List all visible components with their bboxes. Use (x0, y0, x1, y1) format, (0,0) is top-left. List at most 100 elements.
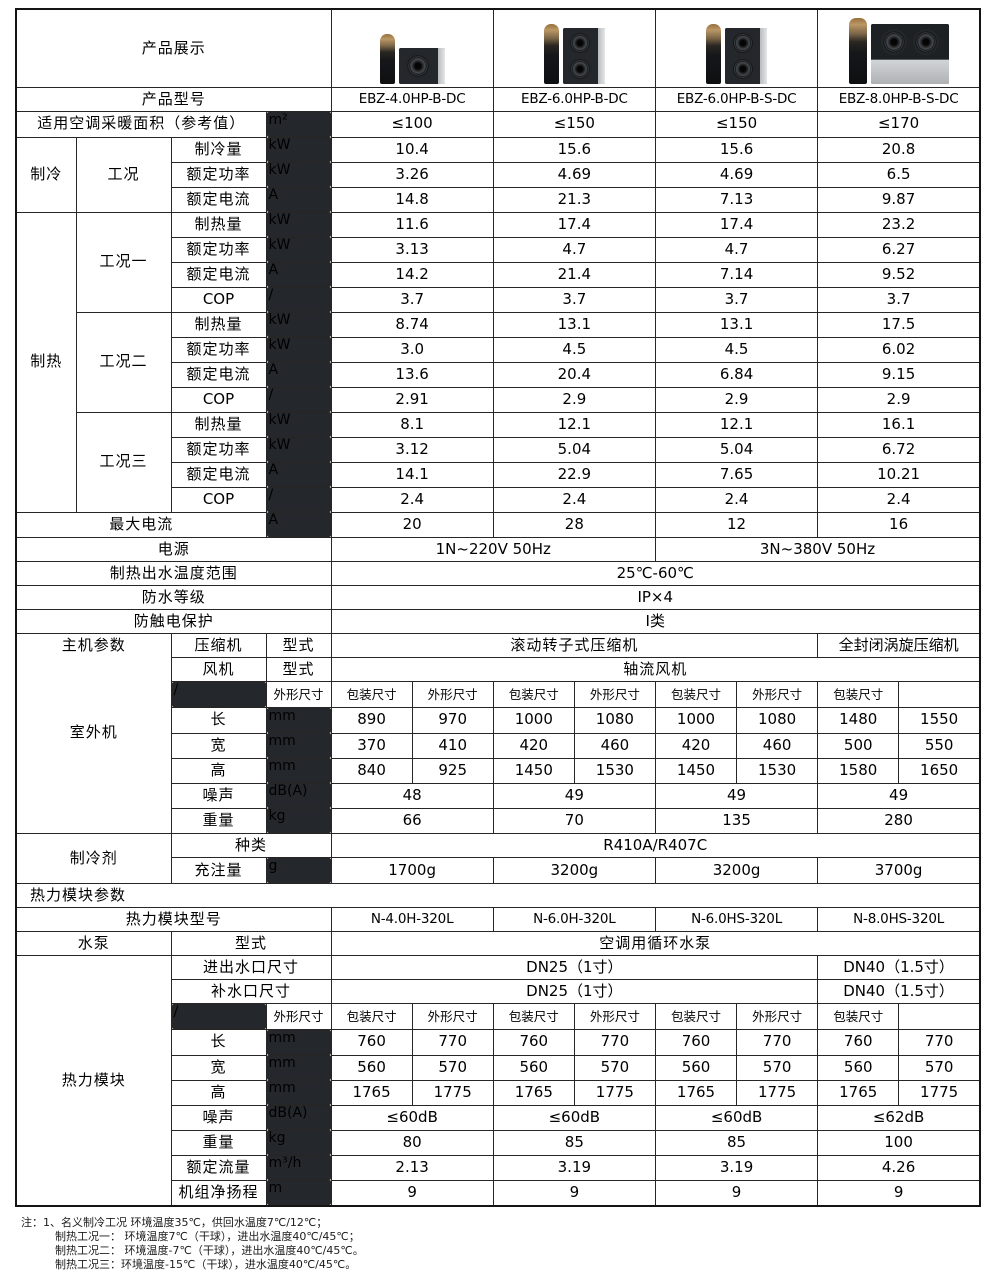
spec-cell: 型式 (265, 633, 332, 658)
spec-cell: 包装尺寸 (492, 681, 575, 708)
spec-cell: 1775 (898, 1079, 981, 1106)
fan-panel (870, 24, 949, 59)
spec-cell: COP (170, 486, 267, 513)
spec-cell: 1450 (492, 757, 575, 784)
spec-cell: 1080 (573, 707, 656, 734)
makeup-water-size: DN25（1寸） (330, 979, 819, 1004)
spec-cell: kW (266, 312, 331, 337)
spec-cell: g (266, 858, 331, 883)
spec-cell: / (266, 487, 331, 512)
spec-cell: 85 (492, 1129, 656, 1156)
spec-cell: 长 (170, 707, 267, 734)
waterproof-rating-label: 防水等级 (15, 585, 332, 610)
spec-cell: ≤150 (492, 111, 656, 138)
power-supply-label: 电源 (15, 537, 332, 562)
spec-cell: mm (266, 708, 331, 733)
tower-unit-icon (848, 18, 867, 84)
spec-cell: 70 (492, 807, 656, 834)
spec-cell: 420 (492, 732, 575, 759)
spec-cell: 充注量 (170, 857, 267, 884)
main-params-text: 主机参数 (61, 635, 126, 654)
spec-cell: 80 (330, 1129, 494, 1156)
spec-cell: 1775 (411, 1079, 494, 1106)
spec-cell: 5.04 (492, 436, 656, 463)
spec-cell: 760 (654, 1029, 738, 1056)
spec-cell: 9.87 (817, 186, 981, 213)
spec-cell: 3.26 (330, 161, 494, 188)
refrigerant-label: 制冷剂 (15, 833, 172, 884)
spec-cell: 770 (573, 1029, 656, 1056)
spec-cell: 工况二 (75, 311, 172, 413)
spec-cell: 2.4 (330, 486, 494, 513)
model-3: EBZ-6.0HP-B-S-DC (654, 87, 819, 112)
spec-cell: 包装尺寸 (654, 1003, 738, 1030)
footnotes: 注：1、名义制冷工况 环境温度35℃，供回水温度7℃/12℃； 制热工况一： 环… (18, 1216, 996, 1272)
outdoor-unit-icon (870, 24, 949, 84)
spec-cell: kg (266, 1130, 331, 1155)
spec-cell: 17.5 (817, 311, 981, 338)
spec-cell: 7.13 (654, 186, 819, 213)
spec-cell: 13.6 (330, 361, 494, 388)
spec-cell: 外形尺寸 (411, 681, 494, 708)
spec-cell: 48 (330, 782, 494, 809)
spec-cell: 7.65 (654, 461, 819, 488)
spec-cell: 3700g (817, 857, 981, 884)
product-image-4 (817, 8, 981, 88)
spec-cell: 20 (330, 511, 494, 538)
spec-cell: 1580 (817, 757, 900, 784)
spec-cell: 760 (330, 1029, 413, 1056)
spec-cell: mm (266, 1055, 331, 1080)
spec-cell: 12.1 (492, 411, 656, 438)
spec-cell: 重量 (170, 1129, 267, 1156)
tower-unit-icon (379, 34, 395, 84)
spec-cell: ≤170 (817, 111, 981, 138)
spec-cell: mm (266, 733, 331, 758)
spec-cell: 17.4 (654, 211, 819, 238)
spec-cell: kW (266, 212, 331, 237)
inlet-outlet-size-large: DN40（1.5寸） (817, 955, 981, 980)
spec-cell: 570 (573, 1054, 656, 1081)
spec-cell: 2.9 (654, 386, 819, 413)
spec-cell: 890 (330, 707, 413, 734)
spec-cell: A (266, 362, 331, 387)
spec-cell: 10.4 (330, 136, 494, 163)
heating-section-label: 制热 (15, 211, 77, 513)
spec-cell: 工况一 (75, 211, 172, 313)
spec-cell: 3.7 (817, 286, 981, 313)
water-pump-label: 水泵 (15, 931, 172, 956)
main-unit-params-label: 主机参数 室外机 (15, 633, 172, 834)
spec-cell: 16 (817, 511, 981, 538)
spec-cell: 2.9 (817, 386, 981, 413)
outlet-temp-range-label: 制热出水温度范围 (15, 561, 332, 586)
spec-cell: mm (266, 1080, 331, 1105)
spec-cell: 高 (170, 757, 267, 784)
spec-cell: 额定电流 (170, 261, 267, 288)
outdoor-unit-icon (725, 28, 768, 84)
spec-cell: 20.4 (492, 361, 656, 388)
spec-cell: ≤60dB (492, 1104, 656, 1131)
footnote-line-3: 制热工况二： 环境温度-7℃（干球），进出水温度40℃/45℃。 (55, 1244, 364, 1257)
spec-cell: 1000 (492, 707, 575, 734)
unit-side-panel (437, 48, 445, 84)
spec-cell: 型式 (170, 931, 332, 956)
spec-cell: 9 (492, 1179, 656, 1207)
spec-cell: 1765 (817, 1079, 900, 1106)
spec-cell: 570 (411, 1054, 494, 1081)
spec-cell: 10.21 (817, 461, 981, 488)
spec-cell: 550 (898, 732, 981, 759)
product-photo (333, 10, 492, 87)
unit-side-panel (597, 28, 605, 84)
spec-cell: kg (266, 808, 331, 833)
spec-cell: 15.6 (654, 136, 819, 163)
spec-cell: 460 (736, 732, 819, 759)
spec-cell: kW (266, 337, 331, 362)
compressor-type-rotary: 滚动转子式压缩机 (330, 633, 819, 658)
spec-cell: 9.15 (817, 361, 981, 388)
spec-cell: kW (266, 162, 331, 187)
outlet-temp-range-value: 25℃-60℃ (330, 561, 981, 586)
spec-cell: 2.4 (654, 486, 819, 513)
spec-cell: 22.9 (492, 461, 656, 488)
spec-cell: 770 (898, 1029, 981, 1056)
spec-cell: 15.6 (492, 136, 656, 163)
spec-cell: kW (266, 137, 331, 162)
